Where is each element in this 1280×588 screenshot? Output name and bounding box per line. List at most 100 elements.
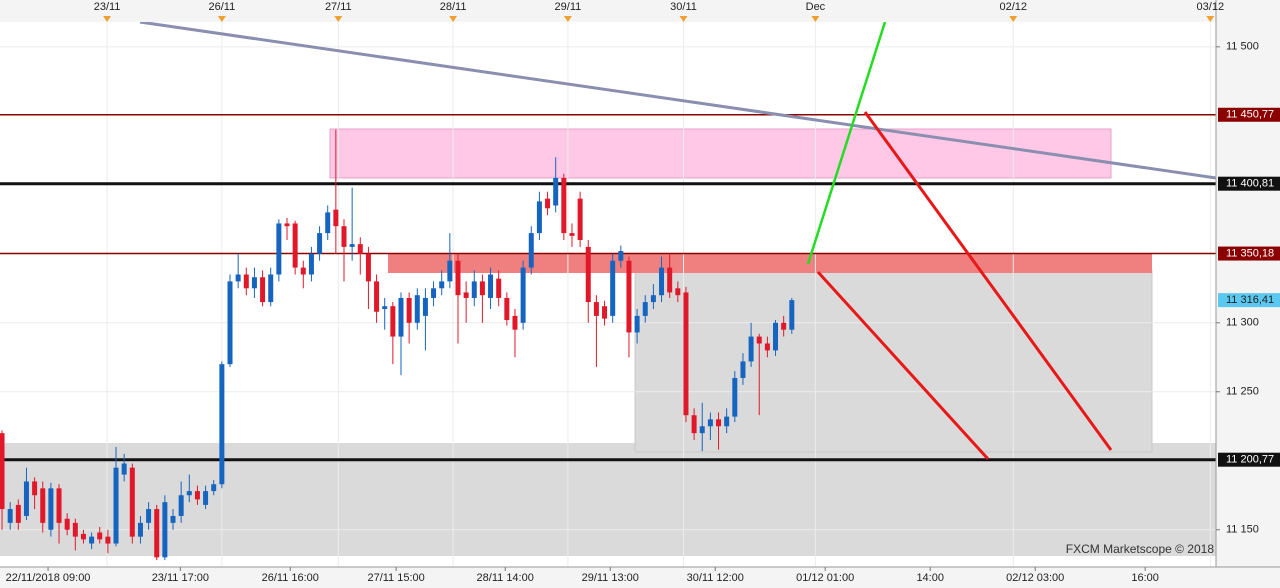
candle-body [488, 274, 494, 298]
candle-body [398, 297, 404, 337]
date-tick-label: 29/11 [555, 1, 582, 13]
projection-line [863, 111, 1113, 451]
candle-body [561, 177, 567, 234]
date-tick [811, 16, 820, 22]
price-label-box [1218, 246, 1280, 261]
candle-body [675, 288, 681, 296]
candle-body [154, 509, 160, 558]
candle-body [528, 233, 534, 268]
price-axis [1216, 0, 1280, 567]
candle-body [610, 260, 616, 316]
candle-body [732, 377, 738, 417]
candle-body [553, 177, 559, 206]
candle-body [243, 274, 249, 289]
date-tick-label: Dec [806, 1, 826, 13]
supply-zone [329, 128, 1112, 179]
x-tick-label: 23/11 17:00 [152, 572, 209, 584]
date-tick [103, 16, 112, 22]
candle-body [72, 522, 78, 537]
candle-body [203, 491, 209, 505]
candle-body [642, 302, 648, 316]
candle-body [97, 532, 103, 540]
x-tick-label: 26/11 16:00 [262, 572, 319, 584]
y-tick-label: 11 300 [1226, 317, 1259, 329]
candle-body [260, 277, 266, 303]
candle-body [659, 267, 665, 296]
date-tick [679, 16, 688, 22]
candle-body [235, 274, 241, 282]
candle-body [333, 209, 339, 227]
candle-body [374, 281, 380, 312]
candle-body [512, 315, 518, 330]
candle-body [325, 212, 331, 234]
candle-body [365, 253, 371, 282]
candle-body [105, 536, 111, 544]
candle-body [268, 274, 274, 303]
candle-body [569, 233, 575, 236]
gray-zone [634, 269, 1153, 453]
candle-body [414, 295, 420, 323]
price-label-box [1218, 452, 1280, 467]
candle-body [64, 518, 70, 530]
x-tick-label: 14:00 [916, 572, 944, 584]
candle-body [341, 226, 347, 247]
candle-body [137, 522, 143, 537]
date-tick [449, 16, 458, 22]
x-tick-label: 01/12 01:00 [796, 572, 854, 584]
date-tick [334, 16, 343, 22]
x-tick-label: 29/11 13:00 [582, 572, 639, 584]
candle-body [585, 246, 591, 303]
x-tick-label: 22/11/2018 09:00 [6, 572, 91, 584]
candle-body [439, 281, 445, 289]
x-tick-label: 30/11 12:00 [687, 572, 744, 584]
candle-body [32, 481, 38, 496]
candle-body [789, 300, 795, 330]
candle-body [699, 426, 705, 434]
candle-body [471, 281, 477, 298]
date-tick [217, 16, 226, 22]
candle-body [773, 322, 779, 351]
date-tick-label: 23/11 [94, 1, 121, 13]
candle-body [227, 281, 233, 365]
drawings [139, 20, 1217, 461]
candle-body [724, 416, 730, 427]
candle-body [23, 481, 29, 516]
candle-body [15, 504, 21, 523]
candle-body [504, 297, 510, 321]
x-tick-label: 02/12 03:00 [1006, 572, 1064, 584]
resistance-zone [388, 254, 1152, 273]
candle-body [447, 260, 453, 282]
candle-body [80, 533, 86, 540]
candle-body [178, 495, 184, 516]
candle-body [194, 491, 200, 500]
candle-body [0, 433, 5, 510]
candle-body [349, 244, 355, 247]
candle-body [284, 223, 290, 227]
candle-body [308, 253, 314, 275]
x-tick-label: 27/11 15:00 [367, 572, 424, 584]
candle-body [390, 306, 396, 337]
date-tick-label: 03/12 [1197, 1, 1225, 13]
y-tick-label: 11 500 [1226, 41, 1259, 53]
candle-body [406, 297, 412, 323]
candle-body [431, 288, 437, 298]
candle-body [520, 267, 526, 323]
watermark: FXCM Marketscope © 2018 [1066, 542, 1215, 556]
candle-body [317, 233, 323, 254]
candle-body [219, 364, 225, 485]
candle-body [707, 419, 713, 427]
candle-body [121, 463, 127, 475]
candle-body [602, 306, 608, 319]
x-tick-label: 28/11 14:00 [477, 572, 534, 584]
price-label: 11 350,18 [1226, 247, 1274, 259]
price-label-box [1218, 107, 1280, 122]
date-tick-label: 28/11 [440, 1, 467, 13]
projection-line [806, 21, 887, 265]
candle-body [455, 260, 461, 296]
candle-body [748, 336, 754, 362]
date-tick [1206, 16, 1215, 22]
candle-body [211, 484, 217, 492]
candle-body [764, 343, 770, 351]
price-label: 11 450,77 [1226, 109, 1274, 121]
